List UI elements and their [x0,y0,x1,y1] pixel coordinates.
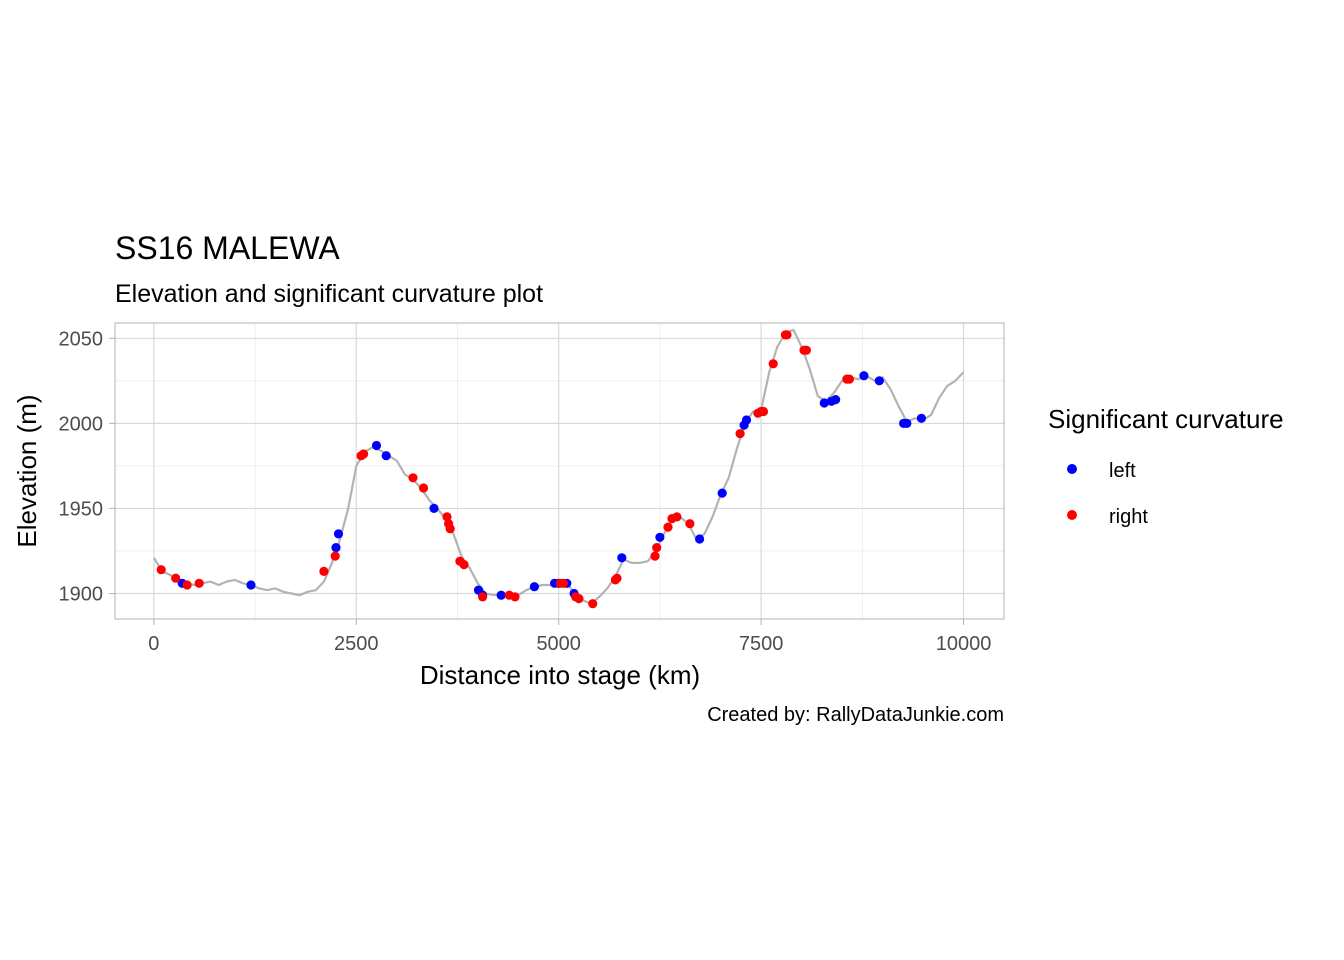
curvature-point-right [418,483,429,493]
curvature-point-right [612,573,622,583]
major-gridlines [115,323,1004,619]
curvature-point-left [371,440,382,451]
series-layer [152,328,965,609]
curvature-point-right [478,592,488,602]
curvature-point-right [558,578,569,588]
curvature-point-left [819,398,829,408]
legend-title: Significant curvature [1048,404,1284,434]
x-tick-label: 7500 [739,633,784,655]
y-tick-label: 1950 [59,498,104,520]
curvature-point-right [844,374,855,384]
curvature-point-left [617,553,627,563]
legend-label-right: right [1109,506,1148,528]
y-axis-title: Elevation (m) [12,394,42,547]
curvature-point-right [768,359,778,369]
curvature-point-left [741,415,752,425]
curvature-point-left [333,529,344,539]
curvature-point-right [359,449,369,459]
y-axis-ticks: 1900 1950 2000 2050 [59,328,115,605]
chart-title: SS16 MALEWA [115,230,340,266]
curvature-point-right [652,543,662,553]
curvature-point-right [574,594,584,604]
curvature-point-left [902,418,912,428]
curvature-point-left [916,413,927,423]
curvature-point-left [246,580,256,590]
legend-label-left: left [1109,460,1136,482]
curvature-point-left [874,376,884,386]
minor-gridlines [115,323,1004,619]
curvature-point-right [735,429,745,439]
curvature-point-right [672,512,682,522]
legend: Significant curvature left right [1048,404,1284,528]
curvature-point-left [331,543,341,553]
curvature-point-right [663,522,673,532]
panel-border [114,322,1005,620]
curvature-point-left [381,451,391,461]
curvature-point-left [429,503,439,513]
curvature-point-right [510,592,520,602]
curvature-point-right [588,599,598,609]
curvature-point-right [650,551,660,561]
legend-key-left [1067,464,1077,474]
chart-caption: Created by: RallyDataJunkie.com [707,704,1004,726]
curvature-point-left [717,488,727,498]
curvature-point-right [194,578,204,588]
curvature-point-left [496,590,506,600]
y-tick-label: 1900 [59,583,104,605]
curvature-point-right [445,524,455,534]
curvature-point-left [859,371,869,381]
y-tick-label: 2050 [59,328,104,350]
curvature-point-left [529,582,540,592]
y-tick-label: 2000 [59,413,104,435]
curvature-point-right [801,345,812,355]
curvature-point-right [330,551,340,561]
curvature-point-right [758,406,769,417]
x-tick-label: 0 [148,633,159,655]
curvature-point-left [831,395,841,405]
x-tick-label: 10000 [936,633,992,655]
curvature-point-right [408,473,418,483]
chart-subtitle: Elevation and significant curvature plot [115,280,543,308]
curvature-point-left [655,532,665,542]
curvature-point-right [685,519,695,529]
curvature-point-right [171,573,181,583]
curvature-point-left [695,534,705,544]
x-tick-label: 5000 [536,633,581,655]
x-axis-ticks: 0 2500 5000 7500 10000 [148,619,991,655]
x-axis-title: Distance into stage (km) [420,660,700,690]
curvature-point-right [156,565,166,575]
curvature-point-right [182,580,192,590]
curvature-point-right [459,560,469,570]
x-tick-label: 2500 [334,633,379,655]
legend-key-right [1067,510,1077,520]
curvature-point-right [319,566,329,577]
curvature-point-right [782,330,792,340]
